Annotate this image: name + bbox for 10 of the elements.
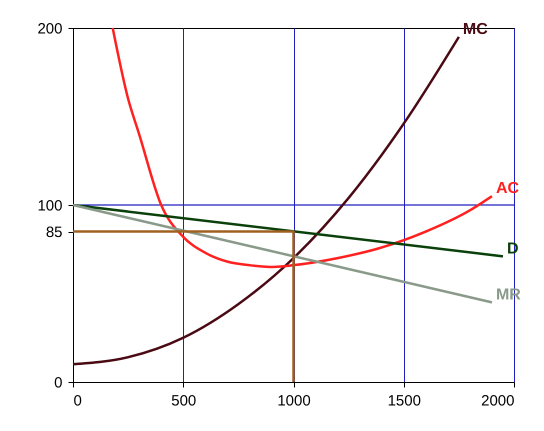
line-series <box>72 36 460 366</box>
y-tick-label: 200 <box>37 20 62 38</box>
x-tick-label: 2000 <box>481 392 514 410</box>
y-tick-label: 100 <box>37 198 62 214</box>
x-tick-label: 1500 <box>388 392 421 410</box>
x-tick-label: 500 <box>171 392 196 410</box>
y-tick-label: 0 <box>54 374 62 392</box>
x-tick-label: 1000 <box>277 392 311 410</box>
y-tick-label: 85 <box>46 224 62 242</box>
x-tick-label: 0 <box>74 392 82 410</box>
